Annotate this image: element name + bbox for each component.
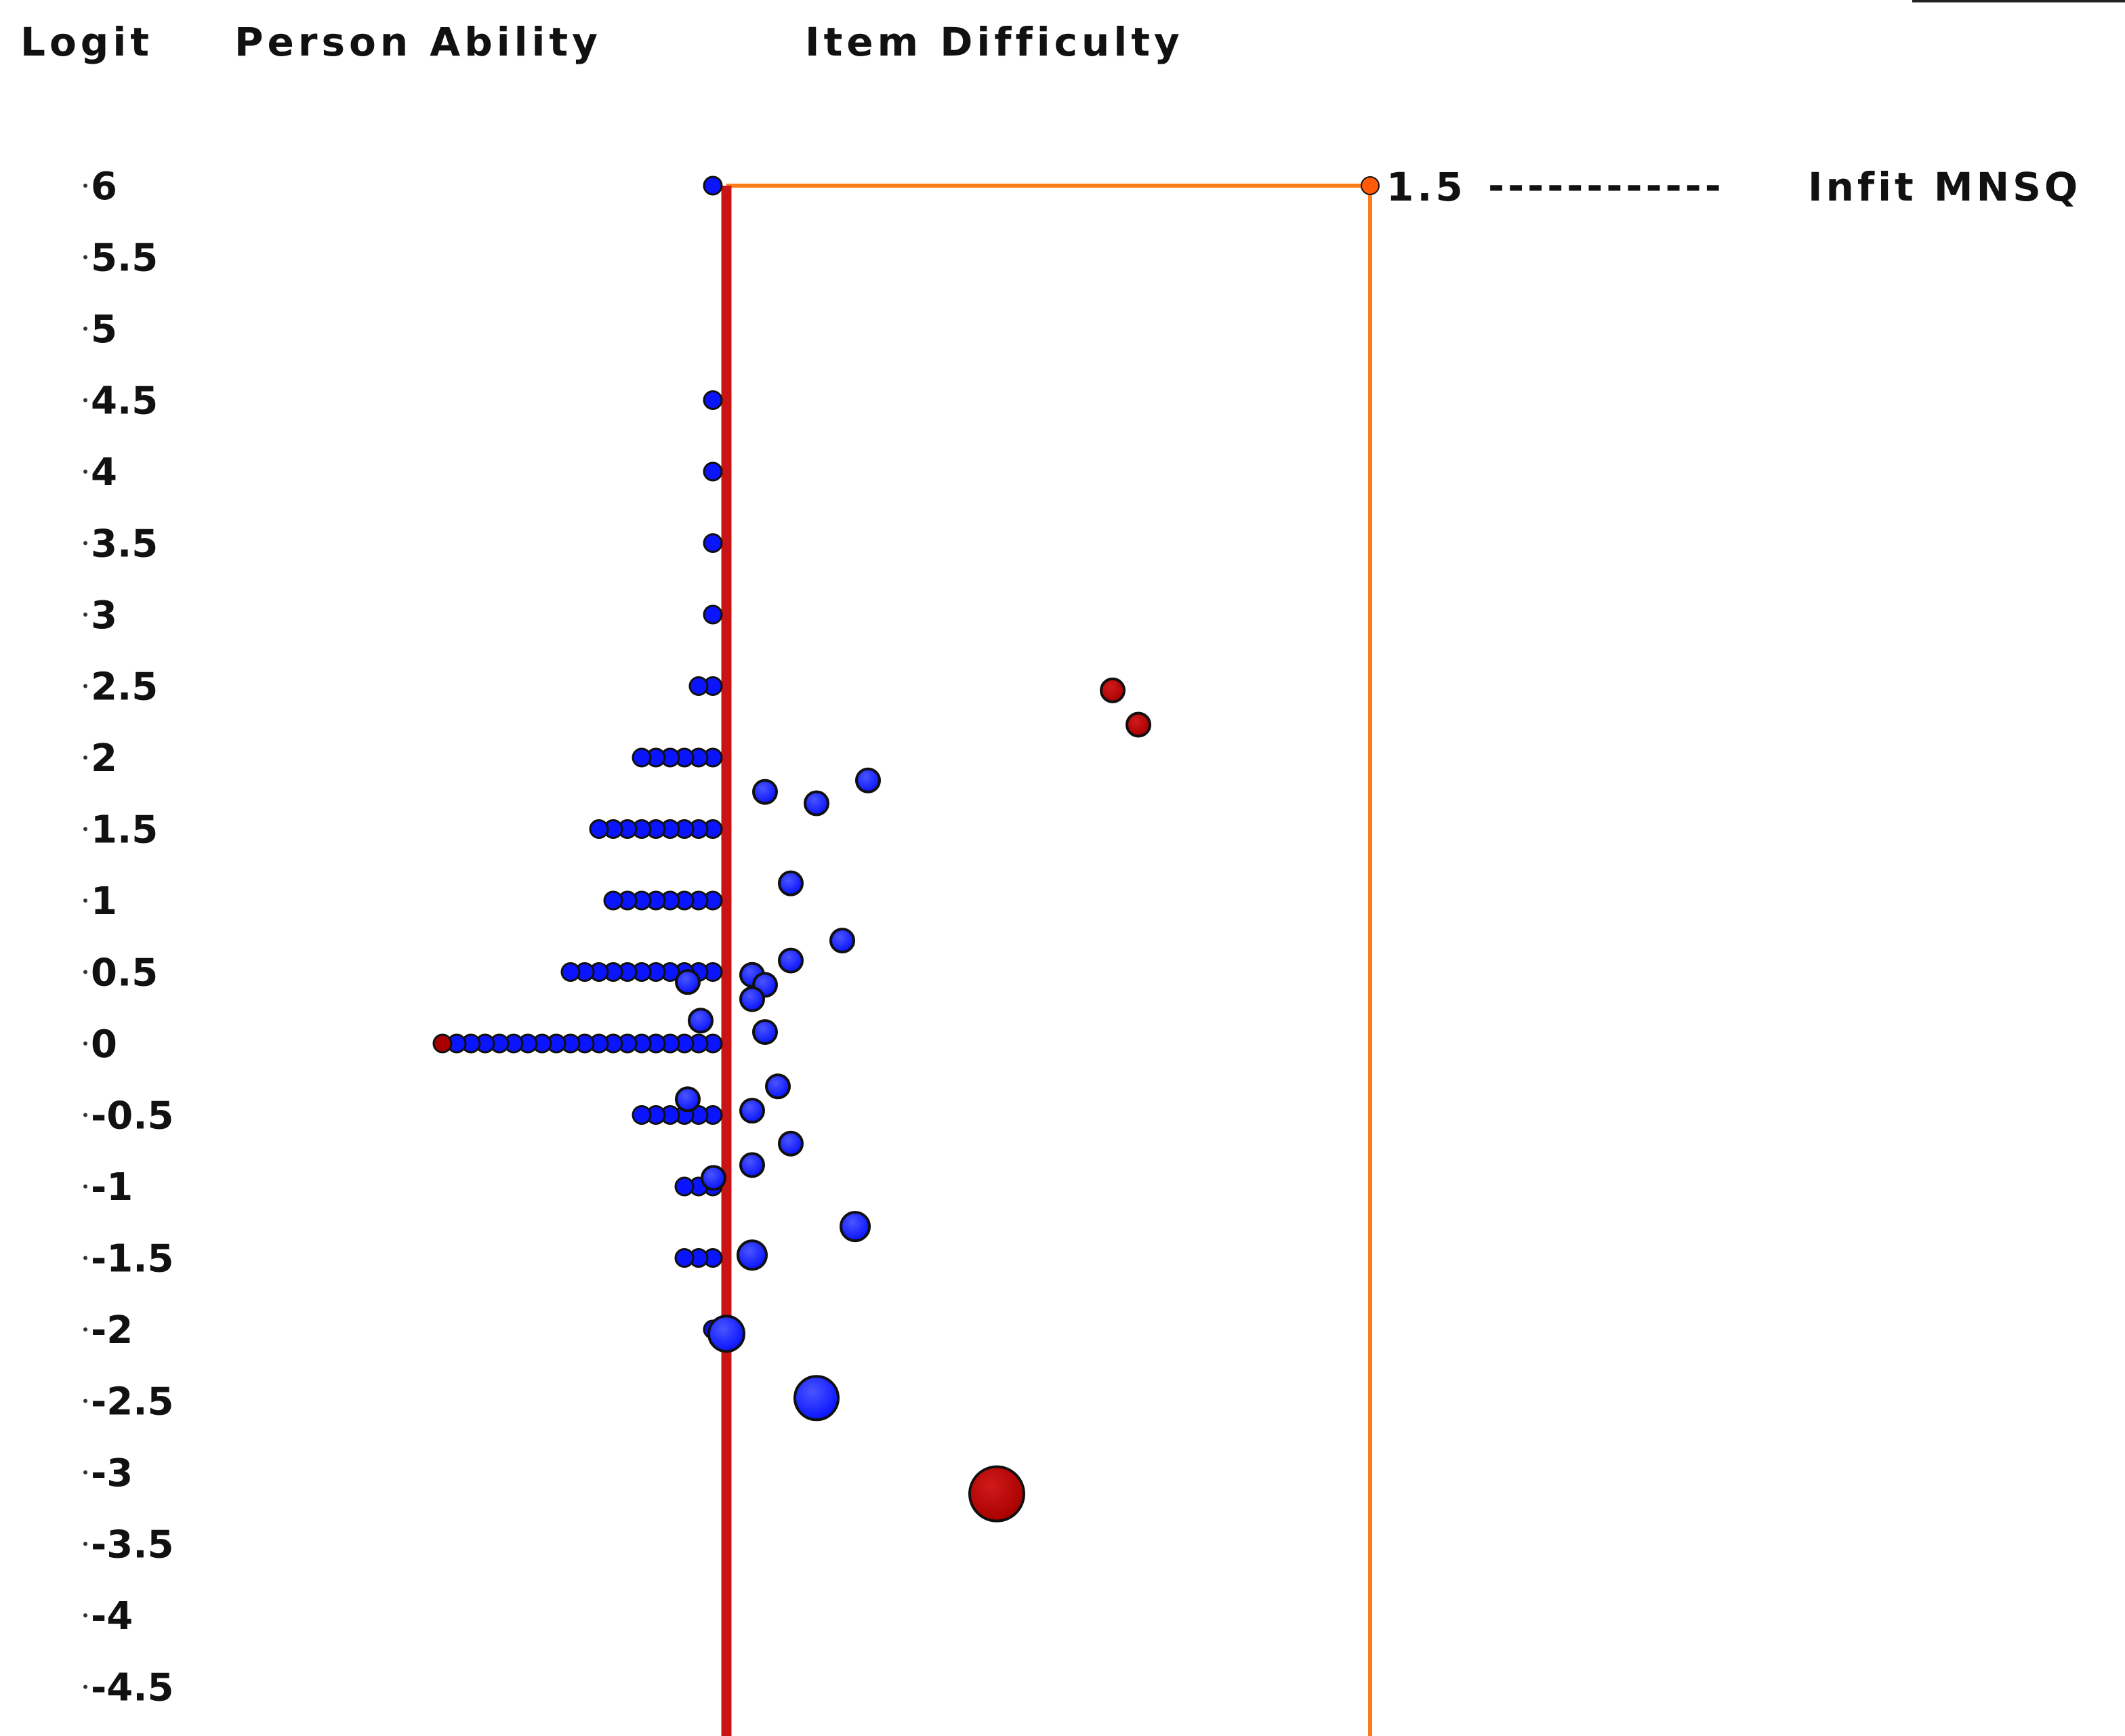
y-tick-mark <box>83 1685 87 1689</box>
item-point <box>707 1315 745 1353</box>
y-tick-mark <box>83 684 87 688</box>
person-dot <box>674 1176 695 1197</box>
header-item-difficulty: Item Difficulty <box>805 19 1184 65</box>
item-point-misfit <box>1126 711 1151 738</box>
y-tick-label: 3.5 <box>91 522 158 566</box>
y-tick-mark <box>83 970 87 974</box>
item-point <box>804 790 829 817</box>
y-tick-mark <box>83 398 87 402</box>
y-tick-mark <box>83 613 87 617</box>
y-tick-mark <box>83 327 87 331</box>
infit-threshold-label: 1.5 <box>1386 164 1466 210</box>
y-tick-label: -4.5 <box>91 1666 173 1710</box>
y-tick-label: 3 <box>91 594 117 638</box>
y-tick-mark <box>83 184 87 188</box>
y-tick-mark <box>83 1470 87 1474</box>
person-dot <box>603 890 623 911</box>
item-point <box>688 1008 714 1034</box>
y-tick-label: -2.5 <box>91 1380 173 1424</box>
person-dot <box>703 461 723 482</box>
y-tick-label: -4 <box>91 1594 133 1638</box>
item-point <box>829 928 855 954</box>
item-point <box>752 1019 778 1046</box>
y-tick-mark <box>83 1327 87 1331</box>
person-dot-misfit <box>432 1033 453 1054</box>
item-point <box>675 1086 701 1113</box>
item-point-misfit <box>1100 677 1126 703</box>
y-tick-mark <box>83 1399 87 1403</box>
item-point <box>765 1073 791 1100</box>
person-dot <box>632 747 652 768</box>
y-tick-mark <box>83 470 87 474</box>
y-tick-label: 5.5 <box>91 236 158 281</box>
item-point <box>701 1165 726 1191</box>
y-tick-label: -2 <box>91 1308 133 1352</box>
infit-mnsq-label: Infit MNSQ <box>1808 164 2081 210</box>
item-point <box>793 1375 840 1422</box>
y-tick-label: 4 <box>91 451 117 495</box>
item-point <box>778 1130 804 1157</box>
item-point <box>840 1211 871 1243</box>
person-dot <box>703 533 723 553</box>
y-tick-label: 5 <box>91 308 117 352</box>
item-difficulty-points <box>675 677 1151 1523</box>
y-tick-mark <box>83 1184 87 1189</box>
y-tick-label: 6 <box>91 165 117 209</box>
person-dot <box>703 604 723 625</box>
y-tick-mark <box>83 541 87 545</box>
item-point <box>778 870 804 896</box>
person-dot <box>703 390 723 410</box>
y-tick-label: 2.5 <box>91 665 158 709</box>
item-point <box>752 779 778 805</box>
y-tick-mark <box>83 1613 87 1617</box>
y-tick-mark <box>83 756 87 760</box>
item-point-misfit <box>968 1465 1025 1523</box>
item-point <box>739 1152 765 1178</box>
person-dot <box>560 962 581 982</box>
person-ability-distribution <box>432 175 723 1340</box>
header-person-ability: Person Ability <box>234 19 602 65</box>
logit-axis-ticks: 6 5.5 5 4.5 4 3.5 3 2.5 2 1.5 1 0.5 0 -0.5 -1 -1.5 -2 -2.… <box>83 165 173 1710</box>
y-tick-mark <box>83 1542 87 1546</box>
y-tick-mark <box>83 1113 87 1117</box>
infit-label-leader: ------------ <box>1488 163 1725 209</box>
y-tick-label: 4.5 <box>91 379 158 423</box>
item-point <box>675 969 701 995</box>
item-point <box>737 1239 768 1271</box>
y-tick-label: -3.5 <box>91 1523 173 1567</box>
y-tick-label: 1 <box>91 880 117 924</box>
y-tick-label: -0.5 <box>91 1094 173 1138</box>
item-point <box>855 767 881 793</box>
header-logit: Logit <box>20 19 153 65</box>
y-tick-label: 1.5 <box>91 808 158 852</box>
y-tick-mark <box>83 898 87 903</box>
y-tick-label: 2 <box>91 737 117 781</box>
infit-threshold-marker <box>1361 176 1380 195</box>
y-tick-label: -1 <box>91 1165 133 1210</box>
y-tick-mark <box>83 255 87 260</box>
y-tick-label: -3 <box>91 1451 133 1495</box>
item-point <box>778 947 804 974</box>
y-tick-mark <box>83 827 87 831</box>
person-dot <box>674 1248 695 1268</box>
y-tick-label: 0 <box>91 1022 117 1067</box>
person-dot <box>703 175 723 196</box>
y-tick-mark <box>83 1256 87 1260</box>
person-dot <box>589 819 609 839</box>
person-dot <box>632 1105 652 1125</box>
item-point <box>739 1098 765 1124</box>
y-tick-label: -1.5 <box>91 1237 173 1281</box>
y-tick-label: 0.5 <box>91 951 158 995</box>
item-point <box>739 986 765 1012</box>
person-dot <box>688 676 709 696</box>
y-tick-mark <box>83 1041 87 1046</box>
